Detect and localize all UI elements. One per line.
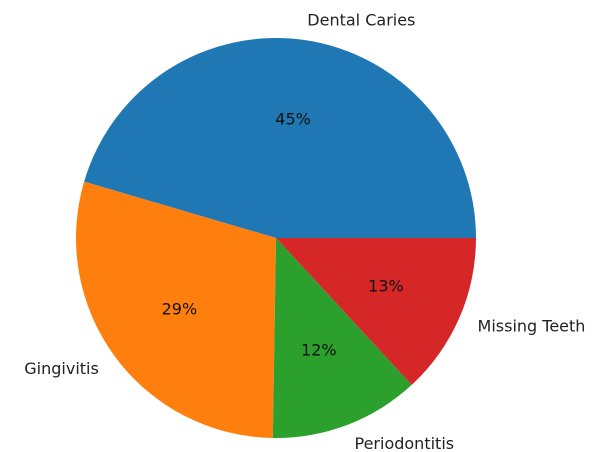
pie-slice-periodontitis (272, 238, 412, 438)
category-label-missing-teeth: Missing Teeth (478, 317, 586, 336)
category-labels: Dental Caries Gingivitis Periodontitis Miss… (24, 11, 585, 452)
pie-slice-dental-caries (84, 38, 476, 239)
pie-slices (76, 38, 476, 438)
pct-label-missing-teeth: 13% (368, 277, 404, 296)
pct-label-dental-caries: 45% (275, 110, 311, 129)
pie-slice-missing-teeth (276, 238, 476, 385)
pct-label-periodontitis: 12% (301, 341, 337, 360)
percentage-labels: 45% 29% 12% 13% (162, 110, 404, 360)
category-label-periodontitis: Periodontitis (355, 434, 455, 452)
pie-slice-gingivitis (76, 181, 276, 438)
category-label-dental-caries: Dental Caries (307, 11, 415, 30)
category-label-gingivitis: Gingivitis (24, 359, 99, 378)
pct-label-gingivitis: 29% (162, 300, 198, 319)
